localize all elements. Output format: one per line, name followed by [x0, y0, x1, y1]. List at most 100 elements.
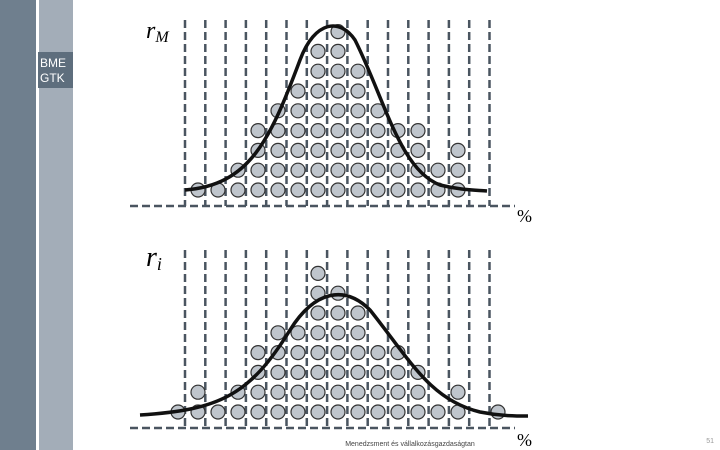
dot	[250, 182, 266, 198]
dot	[250, 162, 266, 178]
dot	[370, 345, 386, 361]
dot-column	[250, 345, 266, 420]
dot	[210, 404, 226, 420]
dot	[410, 404, 426, 420]
dot	[370, 364, 386, 380]
page-number: 51	[706, 438, 714, 445]
dot	[350, 123, 366, 139]
logo-box	[38, 52, 73, 88]
dot	[190, 384, 206, 400]
dot	[290, 384, 306, 400]
dot-column	[310, 265, 326, 420]
dot	[310, 265, 326, 281]
dot	[410, 182, 426, 198]
dot	[290, 404, 306, 420]
dot-column	[430, 404, 446, 420]
dot	[270, 404, 286, 420]
dot-column	[290, 325, 306, 420]
dot	[310, 325, 326, 341]
dot	[230, 404, 246, 420]
dot	[290, 103, 306, 119]
dot	[330, 182, 346, 198]
dot	[290, 123, 306, 139]
dot	[330, 345, 346, 361]
dot	[310, 43, 326, 60]
dot	[330, 63, 346, 79]
dot	[350, 364, 366, 380]
dot-column	[330, 285, 346, 420]
dot	[270, 325, 286, 341]
dot	[270, 142, 286, 158]
dot	[310, 384, 326, 400]
dot-column	[330, 24, 346, 198]
dot-column	[490, 404, 506, 420]
dot	[390, 162, 406, 178]
dot	[290, 182, 306, 198]
dot	[250, 345, 266, 361]
dot-column	[250, 123, 266, 198]
dot-column	[370, 103, 386, 198]
dot	[410, 142, 426, 158]
dot	[310, 83, 326, 99]
dot	[450, 384, 466, 400]
dot	[230, 182, 246, 198]
dot	[330, 83, 346, 99]
dot	[250, 384, 266, 400]
bell-curve	[139, 293, 529, 418]
dot	[330, 384, 346, 400]
dot	[270, 364, 286, 380]
dot	[330, 404, 346, 420]
dot	[350, 305, 366, 321]
dot-column	[190, 384, 206, 420]
dot	[330, 325, 346, 341]
dot	[290, 325, 306, 341]
dot	[370, 123, 386, 139]
dot	[370, 404, 386, 420]
dot	[370, 182, 386, 198]
dot	[330, 43, 346, 60]
dot	[310, 123, 326, 139]
dot	[450, 142, 466, 158]
dot	[290, 162, 306, 178]
dot	[390, 384, 406, 400]
dot	[310, 142, 326, 158]
dot-column	[350, 63, 366, 198]
dot	[290, 83, 306, 99]
dot	[370, 384, 386, 400]
dot-column	[290, 83, 306, 198]
logo-line: GTK	[40, 71, 65, 85]
dot	[270, 162, 286, 178]
dot	[250, 404, 266, 420]
dot	[350, 142, 366, 158]
dot	[430, 162, 446, 178]
dot-column	[310, 43, 326, 198]
dot	[290, 142, 306, 158]
dot	[350, 63, 366, 79]
dot	[330, 305, 346, 321]
axis-unit: %	[517, 430, 532, 450]
dot	[310, 162, 326, 178]
dot	[350, 103, 366, 119]
dot	[310, 404, 326, 420]
dot	[310, 63, 326, 79]
dot	[310, 345, 326, 361]
dot-column	[210, 404, 226, 420]
dot	[390, 404, 406, 420]
dot	[390, 182, 406, 198]
dot	[330, 103, 346, 119]
dot	[370, 142, 386, 158]
dot	[270, 182, 286, 198]
dot	[310, 305, 326, 321]
panel-label: ri	[146, 242, 162, 274]
dot-column	[390, 345, 406, 420]
dot	[350, 83, 366, 99]
dot	[410, 384, 426, 400]
dot	[270, 384, 286, 400]
dot	[350, 162, 366, 178]
dot	[330, 364, 346, 380]
footer-text: Menedzsment és vállalkozásgazdaságtan	[345, 441, 475, 448]
dot	[490, 404, 506, 420]
dot	[350, 182, 366, 198]
dot	[330, 162, 346, 178]
